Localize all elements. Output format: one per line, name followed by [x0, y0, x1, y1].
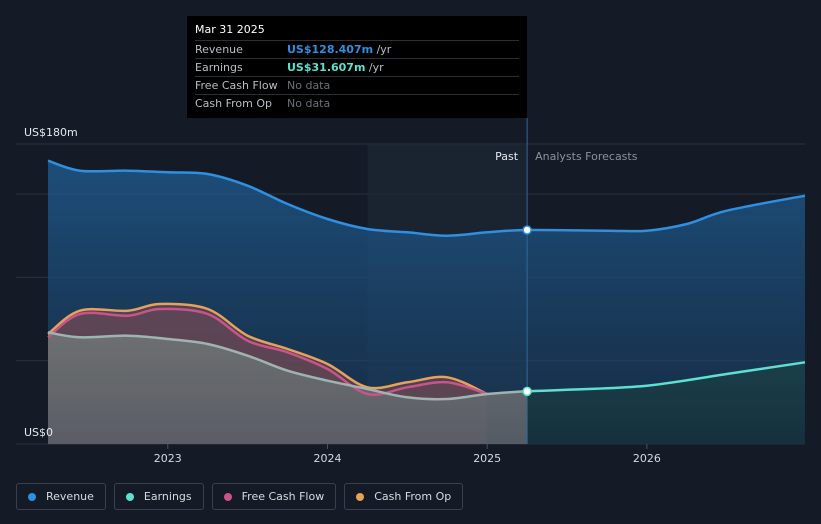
- tooltip-label: Earnings: [195, 61, 243, 74]
- legend-label: Cash From Op: [374, 490, 452, 503]
- tooltip-label: Revenue: [195, 43, 243, 56]
- x-tick-label: 2026: [633, 452, 661, 465]
- tooltip-value: No data: [287, 77, 330, 94]
- legend-item-earnings[interactable]: Earnings: [113, 483, 204, 510]
- tooltip-label: Free Cash Flow: [195, 79, 278, 92]
- tooltip: Mar 31 2025 Revenue US$128.407m /yr Earn…: [187, 16, 527, 118]
- past-label: Past: [495, 150, 519, 163]
- forecast-label: Analysts Forecasts: [535, 150, 638, 163]
- tooltip-value-number: No data: [287, 79, 331, 92]
- tooltip-label: Cash From Op: [195, 97, 273, 110]
- tooltip-row: Free Cash Flow No data: [195, 76, 519, 94]
- tooltip-value-number: US$31.607m: [287, 61, 366, 74]
- earnings-dot-icon: [125, 492, 134, 501]
- tooltip-value: No data: [287, 95, 330, 112]
- legend-label: Earnings: [143, 490, 192, 503]
- tooltip-value-unit: /yr: [373, 43, 392, 56]
- y-axis-top-label: US$180m: [24, 126, 78, 139]
- series-lines: [47, 159, 806, 401]
- tooltip-row: Cash From Op No data: [195, 94, 519, 112]
- y-axis-bottom-label: US$0: [24, 426, 53, 439]
- legend-item-free-cash-flow[interactable]: Free Cash Flow: [211, 483, 337, 510]
- tooltip-value: US$128.407m /yr: [287, 41, 391, 58]
- tooltip-row: Revenue US$128.407m /yr: [195, 40, 519, 58]
- earnings-line-past: [47, 331, 528, 401]
- legend-label: Revenue: [46, 490, 94, 503]
- legend-item-revenue[interactable]: Revenue: [16, 483, 106, 510]
- earnings-area-forecast: [527, 362, 805, 444]
- revenue-dot-icon: [28, 492, 36, 501]
- tooltip-value-number: No data: [287, 97, 331, 110]
- x-tick-label: 2023: [154, 452, 182, 465]
- x-tick-label: 2024: [313, 452, 341, 465]
- earnings-marker: [522, 386, 532, 397]
- revenue-line: [47, 159, 806, 237]
- cash-from-op-line: [47, 302, 488, 396]
- revenue-marker: [522, 225, 532, 235]
- earnings-area-past: [48, 332, 528, 444]
- legend: Revenue Earnings Free Cash Flow Cash Fro…: [16, 483, 464, 510]
- free-cash-flow-line: [47, 307, 488, 396]
- tooltip-value-number: US$128.407m: [287, 43, 374, 56]
- legend-label: Free Cash Flow: [241, 490, 325, 503]
- tooltip-value: US$31.607m /yr: [287, 59, 384, 76]
- legend-item-cash-from-op[interactable]: Cash From Op: [344, 483, 464, 510]
- free-cash-flow-dot-icon: [223, 492, 232, 501]
- tooltip-value-unit: /yr: [365, 61, 384, 74]
- tooltip-row: Earnings US$31.607m /yr: [195, 58, 519, 76]
- series-markers: [522, 225, 532, 397]
- x-tick-label: 2025: [473, 452, 501, 465]
- earnings-line-forecast: [527, 361, 806, 393]
- tooltip-date: Mar 31 2025: [195, 23, 265, 36]
- cash-from-op-dot-icon: [356, 492, 365, 501]
- axis-labels: US$180m US$0 Past Analysts Forecasts 202…: [24, 126, 661, 465]
